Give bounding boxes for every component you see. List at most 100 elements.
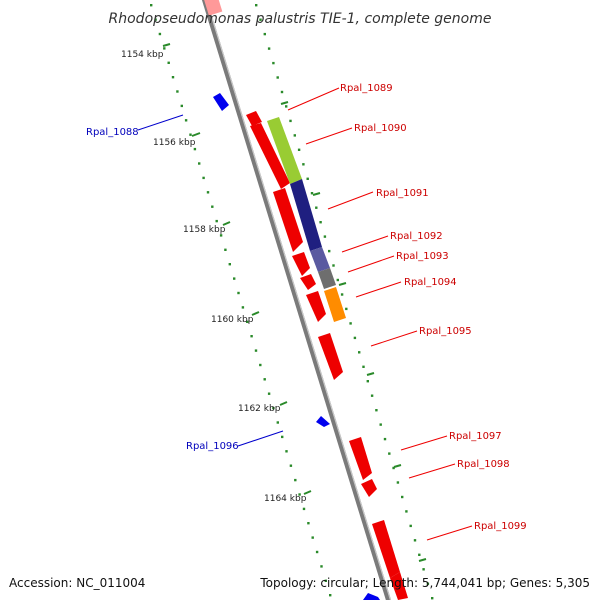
tick-1164: 1164 kbp [264,490,312,504]
map-title: Rhodopseudomonas palustris TIE-1, comple… [109,11,492,27]
track-dot [250,335,253,338]
track-dot [358,351,361,354]
track-dot [320,565,323,568]
track-dot [353,336,357,340]
track-dot [392,466,395,470]
track-dot [366,380,369,383]
gene-rpal-1088[interactable] [213,93,229,111]
gene-label-rpal-1089[interactable]: Rpal_1089 [340,83,393,94]
track-dot [302,163,305,166]
track-dot [272,406,275,410]
track-dot [254,349,258,352]
track-dot [224,248,227,251]
cog-block-lime [267,117,302,184]
gene-rpal-1094[interactable] [306,291,326,322]
genome-backbone-highlight [205,0,392,600]
gene-label-rpal-1097[interactable]: Rpal_1097 [449,431,502,442]
gene-rpal-1090[interactable] [250,123,290,189]
track-dot [241,306,245,309]
track-dot [315,550,319,554]
track-dot [211,205,214,208]
track-dot [431,597,434,600]
track-dot [375,409,378,412]
cog-block-slate [310,247,330,272]
tick-label: 1160 kbp [211,315,254,325]
cog-block-navy [290,179,322,251]
track-dot [259,18,262,21]
track-dot [206,191,210,194]
cog-block-orange [324,287,346,322]
track-dot [193,147,197,151]
tick-label: 1154 kbp [121,50,164,60]
gene-bottom-partial [363,593,380,600]
gene-label-rpal-1090[interactable]: Rpal_1090 [354,123,407,134]
track-dot [349,322,352,325]
track-dot [409,524,412,528]
track-dot [281,435,284,439]
track-dot [180,104,183,108]
track-dot [328,249,331,253]
track-dot [289,119,292,123]
dotted-track-left [150,4,332,597]
track-dot [293,134,296,137]
genome-backbone [201,0,392,600]
gene-label-rpal-1096[interactable]: Rpal_1096 [186,441,239,452]
gene-label-rpal-1095[interactable]: Rpal_1095 [419,326,472,337]
track-dot [272,61,275,65]
track-dot [401,495,404,499]
track-dot [294,478,297,482]
gene-rpal-1096[interactable] [316,416,330,427]
gene-label-rpal-1088[interactable]: Rpal_1088 [86,127,139,138]
track-dot [184,119,188,122]
track-dot [246,320,249,323]
topology-text: Topology: circular; Length: 5,744,041 bp… [259,576,590,590]
track-dot [285,450,288,453]
track-dot [276,76,279,79]
track-dot [426,582,430,585]
gene-label-rpal-1099[interactable]: Rpal_1099 [474,521,527,532]
track-dot [345,307,348,311]
track-dot [176,90,179,93]
track-dot [163,47,166,50]
track-dot [307,522,310,525]
gene-rpal-1093[interactable] [300,274,316,290]
track-dot [302,507,306,511]
track-dot [310,192,314,195]
gene-label-rpal-1098[interactable]: Rpal_1098 [457,459,510,470]
cog-block-gray [318,268,336,289]
track-dot [418,553,421,556]
track-dot [259,363,262,367]
gene-rpal-1092[interactable] [292,252,310,276]
gene-label-rpal-1091[interactable]: Rpal_1091 [376,188,429,199]
tick-label: 1162 kbp [238,404,281,414]
accession-text: Accession: NC_011004 [9,576,145,590]
leader-lines-right [287,87,473,541]
track-dot [263,378,266,381]
gene-rpal-1099[interactable] [372,520,400,578]
gene-rpal-1098[interactable] [361,479,377,497]
gene-rpal-1091[interactable] [273,188,303,252]
track-dot [289,464,293,467]
gene-label-rpal-1093[interactable]: Rpal_1093 [396,251,449,262]
gene-rpal-1095[interactable] [318,333,343,380]
dotted-track-right [255,4,434,600]
track-dot [280,90,284,94]
gene-label-rpal-1094[interactable]: Rpal_1094 [404,277,457,288]
track-dot [396,481,400,484]
track-dot [298,493,301,496]
gene-rpal-1089[interactable] [246,111,262,126]
track-dot [324,579,327,582]
track-dot [315,206,318,209]
gene-label-rpal-1092[interactable]: Rpal_1092 [390,231,443,242]
track-dot [413,539,417,542]
track-dot [219,234,223,237]
outer-ticks [280,101,427,562]
gene-rpal-1097[interactable] [349,437,372,480]
track-dot [422,568,425,571]
track-dot [405,510,408,513]
track-dot [379,423,382,426]
track-dot [202,176,205,180]
track-dot [370,394,374,397]
track-dot [228,263,231,266]
